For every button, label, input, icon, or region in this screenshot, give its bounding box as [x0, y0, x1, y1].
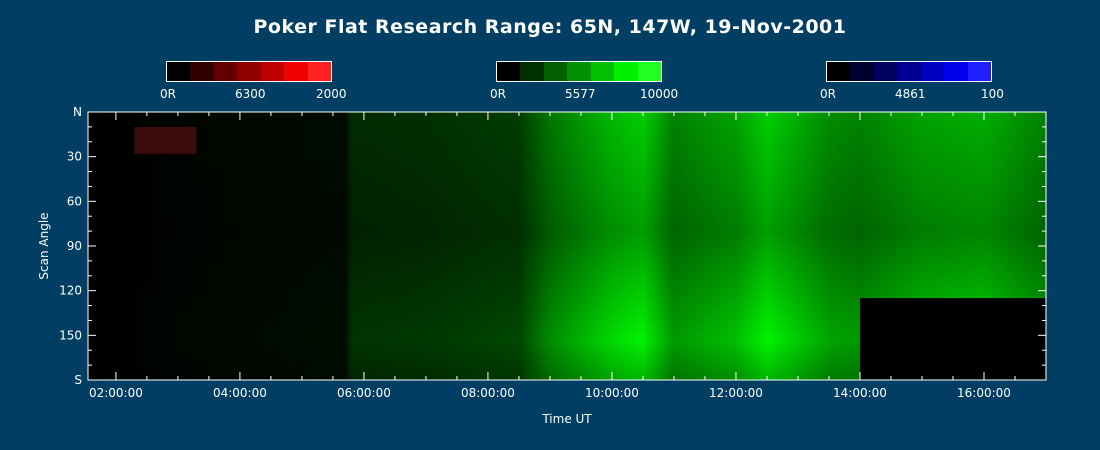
colorbar-swatch: [307, 62, 331, 81]
chart-title: Poker Flat Research Range: 65N, 147W, 19…: [253, 16, 847, 38]
colorbar-swatch: [497, 62, 521, 81]
y-tick-label: S: [74, 373, 82, 387]
y-tick-label: 60: [67, 194, 82, 208]
colorbar-6300-max-label: 2000: [316, 87, 347, 101]
colorbar-5577-mid-label: 5577: [565, 87, 596, 101]
colorbar-4861-mid-label: 4861: [895, 87, 926, 101]
y-tick-label: 30: [67, 150, 82, 164]
colorbar-swatch: [637, 62, 661, 81]
colorbar-swatch: [590, 62, 615, 81]
y-tick-label: 150: [59, 328, 82, 342]
data-gap-block: [859, 298, 1046, 380]
colorbar-swatch: [827, 62, 851, 81]
colorbar-6300: [166, 61, 332, 82]
colorbar-swatch: [897, 62, 921, 81]
x-tick-label: 12:00:00: [709, 386, 763, 400]
x-tick-label: 16:00:00: [957, 386, 1011, 400]
colorbar-swatch: [567, 62, 591, 81]
x-tick-label: 04:00:00: [213, 386, 267, 400]
colorbar-swatch: [167, 62, 191, 81]
colorbar-5577: [496, 61, 662, 82]
colorbar-4861-min-label: 0R: [820, 87, 836, 101]
colorbar-swatch: [213, 62, 238, 81]
colorbar-4861-max-label: 100: [981, 87, 1004, 101]
x-tick-label: 06:00:00: [337, 386, 391, 400]
colorbar-swatch: [967, 62, 991, 81]
red-emission-patch: [134, 126, 197, 154]
colorbar-swatch: [284, 62, 308, 81]
colorbar-swatch: [520, 62, 544, 81]
colorbar-5577-min-label: 0R: [490, 87, 506, 101]
colorbar-swatch: [614, 62, 638, 81]
x-axis-label: Time UT: [541, 412, 592, 426]
colorbar-6300-min-label: 0R: [160, 87, 176, 101]
colorbar-swatch: [190, 62, 214, 81]
colorbar-swatch: [873, 62, 898, 81]
x-tick-label: 10:00:00: [585, 386, 639, 400]
colorbar-swatch: [260, 62, 285, 81]
y-tick-label: N: [73, 105, 82, 119]
colorbar-swatch: [920, 62, 945, 81]
colorbar-swatch: [543, 62, 568, 81]
colorbar-6300-mid-label: 6300: [235, 87, 266, 101]
x-tick-label: 14:00:00: [833, 386, 887, 400]
x-tick-label: 08:00:00: [461, 386, 515, 400]
colorbar-5577-max-label: 10000: [640, 87, 679, 101]
y-axis-label: Scan Angle: [37, 212, 51, 279]
y-tick-label: 120: [59, 284, 82, 298]
y-tick-label: 90: [67, 239, 82, 253]
x-tick-label: 02:00:00: [89, 386, 143, 400]
keogram-image: [88, 112, 1046, 380]
colorbar-swatch: [944, 62, 968, 81]
colorbar-swatch: [850, 62, 874, 81]
axes: 02:00:00 04:00:00 06:00:00 08:00:00 10:00:00…: [59, 105, 1047, 400]
colorbar-swatch: [237, 62, 261, 81]
colorbar-4861: [826, 61, 992, 82]
